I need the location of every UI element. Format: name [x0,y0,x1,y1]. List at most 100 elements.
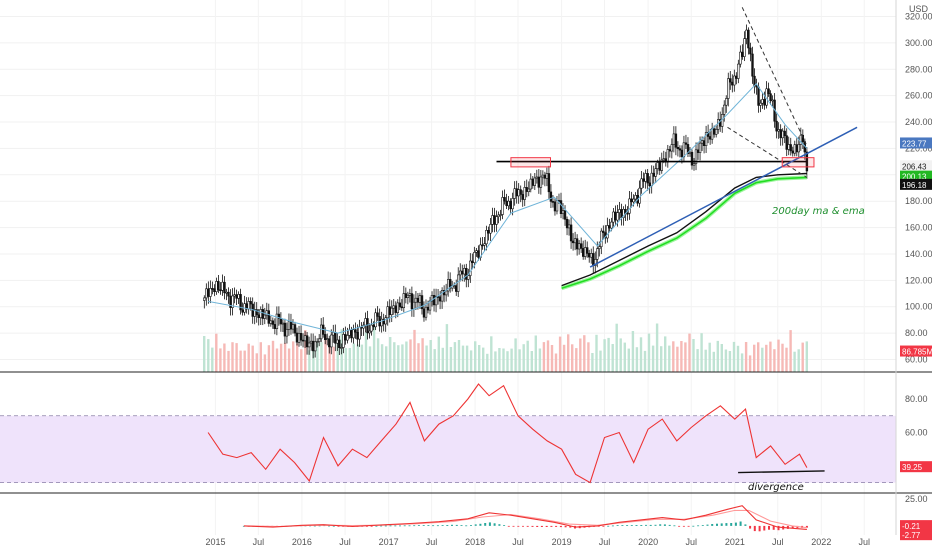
macd-histogram-bar [734,522,737,526]
candle [249,297,252,311]
candle [783,125,786,144]
volume-bar [372,321,376,372]
volume-bar [296,343,299,372]
candle [664,151,668,167]
candle [475,248,478,257]
volume-bar [599,350,602,372]
volume-bar [522,344,525,372]
volume-bar [360,344,364,372]
candle [585,241,589,258]
volume-bar [320,342,323,372]
candle [265,302,268,320]
time-axis-tick: Jul [858,537,870,547]
macd-histogram-bar [555,525,558,527]
candle [406,291,410,305]
candle [245,297,248,314]
macd-histogram-bar [417,525,420,526]
candle [352,324,355,344]
volume-bar [627,348,630,372]
volume-bar [441,347,444,372]
candle [765,81,768,109]
candle [420,289,424,315]
candle [231,288,234,316]
volume-bar [433,349,436,372]
macd-histogram-bar [682,525,685,527]
candle [293,321,297,337]
volume-bar [332,346,335,372]
macd-label [900,520,932,532]
candle [749,42,752,62]
volume-bar [530,351,533,372]
candle [735,72,738,85]
volume-bar [437,336,440,372]
candle [606,217,609,243]
volume-bar [651,345,655,372]
candle [277,306,281,326]
resistance-zone[interactable] [781,157,815,168]
volume-bar [283,342,287,372]
volume-bar [684,342,687,372]
volume-bar [688,333,691,372]
time-axis[interactable]: 2015 Jul 2016 Jul 2017 Jul 2018 Jul 2019 Jul 2020 J… [205,537,870,547]
macd-histogram-bar [616,525,619,526]
macd-histogram-bar [678,525,681,527]
candle [670,138,674,159]
macd-histogram-bar [687,525,690,527]
macd-pane[interactable] [242,505,808,532]
candle [485,225,488,251]
price-axis[interactable]: 320.00300.00280.00260.00240.00220.00200.… [905,12,932,505]
macd-signal-label [900,529,932,541]
price-axis-tick: 320.00 [905,12,932,22]
volume-bar [324,335,327,372]
volume-bar [401,344,404,372]
macd-histogram-bar [550,525,553,527]
candle [579,237,583,253]
candle [221,274,224,296]
price-axis-tick: 160.00 [905,223,932,233]
candle [654,163,657,184]
volume-bar [603,339,606,372]
candle [469,253,472,283]
candle [229,289,232,316]
candle [529,173,533,193]
volume-bar [668,345,671,372]
macd-histogram-bar [597,525,600,527]
macd-histogram-bar [427,525,430,526]
volume-bar [227,350,230,372]
candle [759,99,762,113]
macd-histogram-bar [422,525,425,526]
volume-bar [615,323,618,372]
candle [301,333,305,348]
volume-bar [550,345,554,372]
macd-histogram-bar [640,525,643,526]
rsi-pane[interactable] [0,383,896,484]
channel-upper-line [741,7,808,147]
candle [650,165,653,194]
macd-histogram-bar [768,525,770,530]
macd-histogram-bar [607,525,610,527]
macd-histogram-bar [474,524,477,526]
macd-histogram-bar [384,525,387,527]
volume-bar [518,349,521,372]
volume-bar [639,337,643,372]
volume-bar [538,348,542,372]
candle [549,184,553,209]
volume-bar [655,323,659,372]
volume-bar [676,346,679,372]
volume-label [900,345,932,357]
candle [287,313,291,336]
candle [535,169,539,184]
candle [648,176,651,194]
resistance-zone[interactable] [510,157,551,168]
volume-bar [647,333,651,372]
candle [658,157,662,176]
volume-bar [356,344,360,372]
candle [471,253,474,270]
candle [795,138,799,157]
chart-drawings[interactable] [496,7,858,268]
volume-bar [777,339,780,372]
macd-histogram-bar [365,525,368,527]
candle [660,152,664,174]
candle [511,192,514,216]
